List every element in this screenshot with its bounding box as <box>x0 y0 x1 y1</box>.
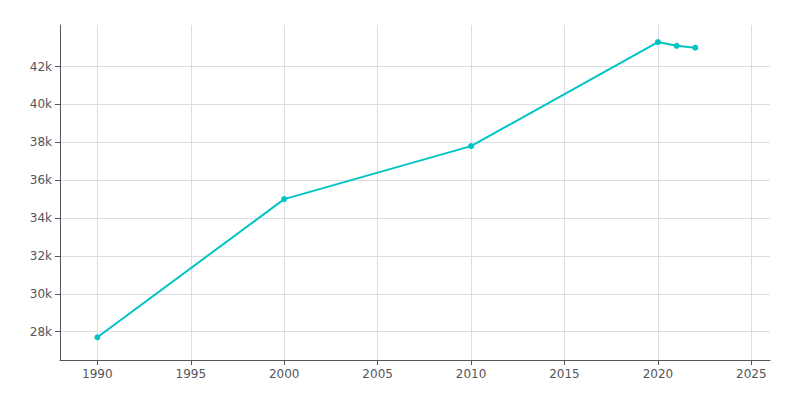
svg-text:2015: 2015 <box>549 367 580 381</box>
svg-text:32k: 32k <box>30 249 52 263</box>
svg-text:42k: 42k <box>30 60 52 74</box>
svg-text:34k: 34k <box>30 211 52 225</box>
svg-text:1990: 1990 <box>82 367 113 381</box>
svg-text:2025: 2025 <box>736 367 767 381</box>
svg-text:2005: 2005 <box>362 367 393 381</box>
svg-text:1995: 1995 <box>176 367 207 381</box>
svg-text:40k: 40k <box>30 97 52 111</box>
svg-text:2000: 2000 <box>269 367 300 381</box>
svg-text:28k: 28k <box>30 325 52 339</box>
svg-text:2010: 2010 <box>456 367 487 381</box>
svg-text:2020: 2020 <box>643 367 674 381</box>
svg-text:38k: 38k <box>30 135 52 149</box>
svg-text:36k: 36k <box>30 173 52 187</box>
svg-text:30k: 30k <box>30 287 52 301</box>
